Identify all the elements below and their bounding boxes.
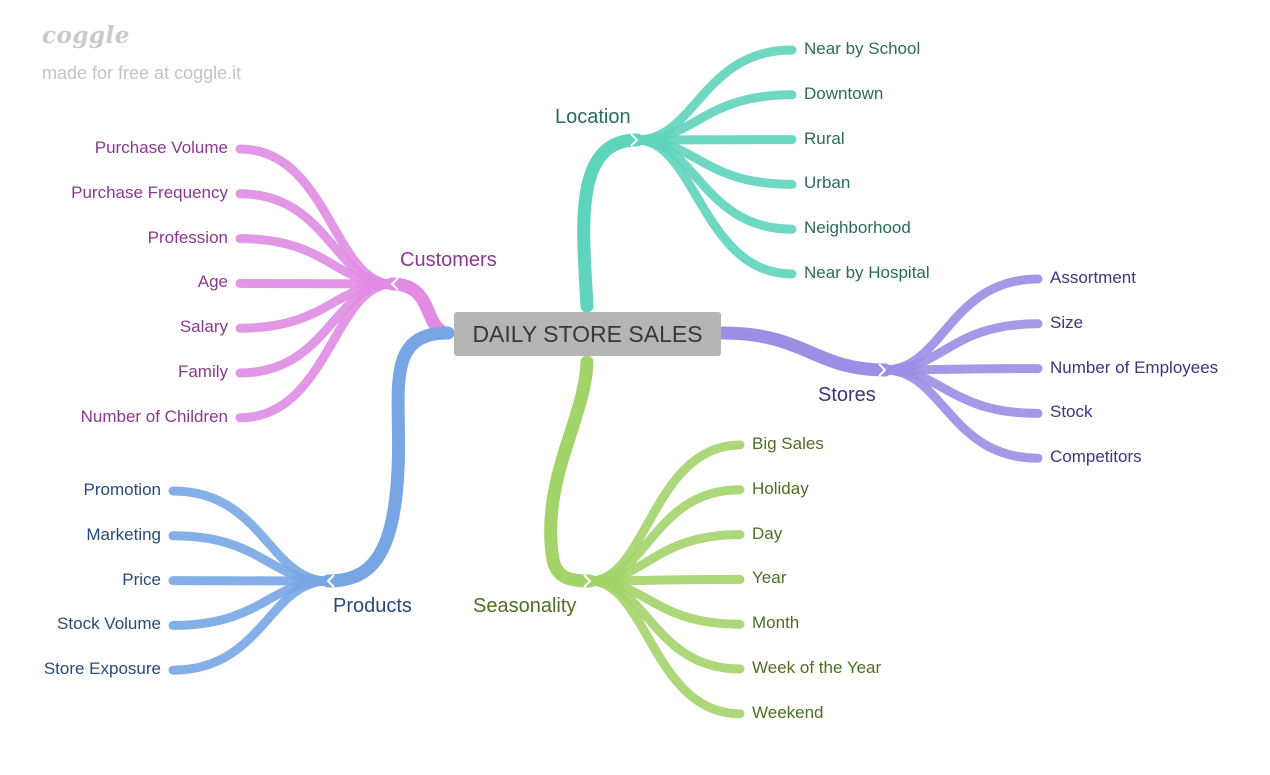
root-node-label: DAILY STORE SALES [472, 320, 703, 347]
leaf-node[interactable]: Weekend [752, 702, 824, 722]
branch-node-products[interactable]: Products [333, 595, 412, 617]
branch-seasonality [544, 355, 745, 719]
products-leaf-line [168, 576, 333, 675]
leaf-node[interactable]: Year [752, 568, 787, 588]
stores-trunk-line [716, 326, 892, 377]
leaf-node[interactable]: Marketing [86, 524, 161, 544]
location-trunk-line [577, 133, 644, 313]
seasonality-junction-icon [583, 574, 592, 588]
leaf-node[interactable]: Near by Hospital [804, 263, 930, 282]
branch-node-stores[interactable]: Stores [818, 384, 876, 406]
leaf-node[interactable]: Store Exposure [43, 659, 161, 679]
coggle-logo: coggle [42, 22, 130, 49]
brand-tagline: made for free at coggle.it [42, 63, 242, 83]
leaf-node[interactable]: Number of Employees [1050, 357, 1219, 377]
branch-node-seasonality[interactable]: Seasonality [473, 595, 577, 617]
leaf-node[interactable]: Day [752, 523, 783, 543]
products-junction-icon [326, 574, 335, 588]
customers-leaf-line [235, 144, 397, 289]
customers-trunk-line [385, 277, 447, 337]
leaf-node[interactable]: Salary [179, 317, 228, 337]
branch-customers [235, 144, 447, 423]
location-leaf-line [632, 135, 797, 279]
location-leaf-line [632, 90, 797, 145]
stores-junction-icon [878, 363, 887, 377]
customers-leaf-line [235, 279, 397, 423]
branch-node-customers[interactable]: Customers [400, 249, 497, 271]
leaf-node[interactable]: Competitors [1050, 447, 1142, 467]
seasonality-trunk-line [544, 355, 597, 588]
customers-junction-icon [390, 277, 399, 291]
branch-node-location[interactable]: Location [555, 106, 631, 128]
leaf-node[interactable]: Stock [1050, 402, 1093, 422]
leaf-node[interactable]: Holiday [752, 478, 809, 498]
leaf-node[interactable]: Profession [147, 227, 228, 247]
leaf-node[interactable]: Month [752, 613, 800, 633]
root-node[interactable]: DAILY STORE SALES [454, 312, 721, 356]
products-trunk-line [321, 326, 455, 588]
leaf-node[interactable]: Number of Children [80, 406, 228, 426]
leaf-node[interactable]: Downtown [804, 83, 884, 103]
seasonality-leaf-line [585, 530, 745, 586]
stores-leaf-line [880, 319, 1043, 375]
leaf-node[interactable]: Assortment [1050, 268, 1136, 287]
leaf-node[interactable]: Purchase Volume [94, 138, 228, 157]
branch-products [168, 326, 455, 675]
leaf-node[interactable]: Urban [804, 173, 851, 193]
location-junction-icon [630, 133, 639, 147]
stores-leaf-line [880, 365, 1043, 463]
leaf-node[interactable]: Big Sales [752, 434, 824, 453]
branch-stores [716, 274, 1043, 463]
leaf-node[interactable]: Purchase Frequency [71, 182, 228, 202]
leaf-node[interactable]: Stock Volume [57, 614, 161, 634]
seasonality-leaf-line [585, 440, 745, 586]
leaf-node[interactable]: Rural [804, 128, 845, 148]
leaf-node[interactable]: Family [177, 362, 228, 381]
seasonality-leaf-line [585, 576, 745, 719]
leaf-node[interactable]: Neighborhood [804, 218, 911, 238]
products-leaf-line [168, 531, 333, 586]
leaf-node[interactable]: Size [1050, 312, 1084, 332]
leaf-node[interactable]: Price [122, 569, 161, 589]
customers-leaf-line [235, 234, 397, 289]
leaf-node[interactable]: Week of the Year [752, 658, 882, 677]
leaf-node[interactable]: Promotion [83, 480, 161, 499]
branch-location [577, 45, 797, 313]
leaf-node[interactable]: Near by School [804, 39, 921, 58]
leaf-node[interactable]: Age [197, 272, 228, 292]
